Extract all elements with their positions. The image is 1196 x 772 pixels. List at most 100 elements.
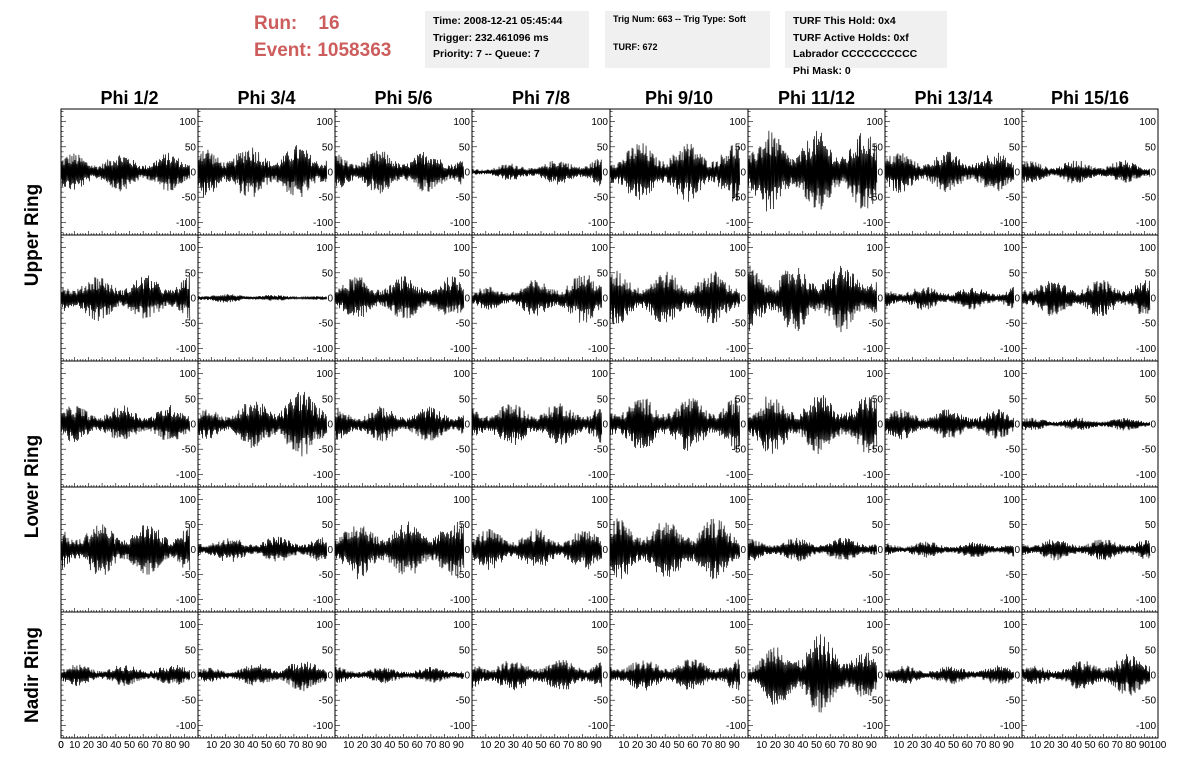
y-tick-label: 50 bbox=[872, 268, 884, 279]
x-tick-label: 20 bbox=[83, 740, 95, 751]
y-tick-label: 50 bbox=[185, 645, 197, 656]
x-tick-label: 30 bbox=[1057, 740, 1069, 751]
waveform-trace bbox=[60, 275, 191, 322]
y-tick-label: -50 bbox=[182, 570, 197, 581]
waveform-trace bbox=[334, 276, 465, 319]
x-tick-label: 70 bbox=[975, 740, 987, 751]
y-tick-label: -50 bbox=[1142, 445, 1157, 456]
waveform-trace bbox=[747, 130, 878, 212]
y-tick-label: 100 bbox=[729, 117, 746, 128]
y-tick-label: 50 bbox=[872, 645, 884, 656]
column-header: Phi 15/16 bbox=[1051, 88, 1129, 108]
waveform-panel: -100 -50 0 50 100 bbox=[1021, 486, 1159, 613]
y-tick-label: 100 bbox=[866, 369, 883, 380]
x-tick-label: 90 bbox=[179, 740, 191, 751]
waveform-panel: -100 -50 0 50 100 bbox=[197, 360, 336, 488]
waveform-panel: -100 -50 0 50 100 bbox=[197, 486, 336, 613]
y-tick-label: 0 bbox=[602, 168, 608, 179]
y-tick-label: 100 bbox=[316, 117, 333, 128]
y-tick-label: -50 bbox=[1006, 445, 1021, 456]
x-tick-label: 60 bbox=[138, 740, 150, 751]
waveform-trace bbox=[747, 634, 878, 713]
waveform-trace bbox=[609, 659, 741, 691]
y-tick-label: -50 bbox=[1142, 696, 1157, 707]
y-tick-label: 0 bbox=[190, 294, 196, 305]
y-tick-label: 0 bbox=[1150, 294, 1156, 305]
y-tick-label: 100 bbox=[1139, 243, 1156, 254]
y-tick-label: 100 bbox=[729, 369, 746, 380]
waveform-panel: -100 -50 0 50 100 bbox=[60, 360, 199, 488]
y-tick-label: -100 bbox=[450, 721, 470, 732]
y-tick-label: 0 bbox=[740, 420, 746, 431]
y-tick-label: -100 bbox=[1136, 470, 1156, 481]
y-tick-label: 100 bbox=[453, 495, 470, 506]
column-header: Phi 13/14 bbox=[914, 88, 992, 108]
y-tick-label: 100 bbox=[866, 620, 883, 631]
x-tick-label: 0 bbox=[58, 740, 64, 751]
y-tick-label: 0 bbox=[1150, 168, 1156, 179]
y-tick-label: 0 bbox=[740, 671, 746, 682]
y-tick-label: 0 bbox=[1014, 671, 1020, 682]
y-tick-label: 50 bbox=[597, 268, 609, 279]
y-tick-label: 100 bbox=[1139, 495, 1156, 506]
waveform-trace bbox=[747, 537, 878, 562]
y-tick-label: -100 bbox=[863, 470, 883, 481]
y-tick-label: -50 bbox=[456, 193, 471, 204]
waveform-trace bbox=[884, 286, 1015, 310]
trigger-info-box: Trig Num: 663 -- Trig Type: Soft TURF: 6… bbox=[605, 11, 770, 68]
y-tick-label: 0 bbox=[190, 671, 196, 682]
x-tick-label: 80 bbox=[715, 740, 727, 751]
y-tick-label: 50 bbox=[1145, 645, 1157, 656]
y-tick-label: 0 bbox=[327, 168, 333, 179]
y-tick-label: -50 bbox=[319, 193, 334, 204]
waveform-trace bbox=[884, 665, 1015, 685]
y-tick-label: 100 bbox=[316, 369, 333, 380]
y-tick-label: -100 bbox=[313, 218, 333, 229]
x-tick-label: 40 bbox=[110, 740, 122, 751]
y-tick-label: -100 bbox=[1000, 470, 1020, 481]
column-header: Phi 3/4 bbox=[237, 88, 295, 108]
waveform-panel: -100 -50 0 50 100 bbox=[1021, 360, 1159, 488]
x-tick-label: 80 bbox=[1125, 740, 1137, 751]
y-tick-label: -100 bbox=[450, 595, 470, 606]
x-tick-label: 70 bbox=[838, 740, 850, 751]
x-tick-label: 80 bbox=[439, 740, 451, 751]
column-header: Phi 9/10 bbox=[645, 88, 713, 108]
y-tick-label: -50 bbox=[319, 696, 334, 707]
y-tick-label: 100 bbox=[729, 620, 746, 631]
x-tick-label: 0 bbox=[58, 740, 64, 751]
waveform-trace bbox=[609, 397, 741, 452]
ring-label: Upper Ring bbox=[22, 184, 43, 286]
x-tick-label: 10 bbox=[618, 740, 630, 751]
waveform-panel: -100 -50 0 50 100 bbox=[471, 108, 611, 236]
x-tick-label: 20 bbox=[907, 740, 919, 751]
x-tick-label: 50 bbox=[398, 740, 410, 751]
y-tick-label: -50 bbox=[1006, 193, 1021, 204]
y-tick-label: 50 bbox=[185, 142, 197, 153]
y-tick-label: -100 bbox=[726, 470, 746, 481]
x-tick-label: 40 bbox=[797, 740, 809, 751]
y-tick-label: 0 bbox=[464, 671, 470, 682]
y-tick-label: 0 bbox=[877, 545, 883, 556]
waveform-panel: -100 -50 0 50 100 bbox=[609, 486, 749, 613]
y-tick-label: 100 bbox=[1003, 369, 1020, 380]
x-tick-label: 50 bbox=[535, 740, 547, 751]
y-tick-label: -50 bbox=[1006, 696, 1021, 707]
y-tick-label: 50 bbox=[735, 520, 747, 531]
y-tick-label: -100 bbox=[1000, 218, 1020, 229]
column-header: Phi 5/6 bbox=[374, 88, 432, 108]
y-tick-label: 100 bbox=[591, 369, 608, 380]
y-tick-label: -100 bbox=[176, 344, 196, 355]
x-tick-label: 20 bbox=[494, 740, 506, 751]
y-tick-label: -50 bbox=[732, 319, 747, 330]
priority-text: Priority: 7 -- Queue: 7 bbox=[433, 48, 540, 60]
y-tick-label: -50 bbox=[182, 445, 197, 456]
x-tick-label: 90 bbox=[729, 740, 741, 751]
waveform-panel: -100 -50 0 50 100 bbox=[334, 486, 473, 613]
x-tick-label: 10 bbox=[1030, 740, 1042, 751]
y-tick-label: 50 bbox=[322, 268, 334, 279]
y-tick-label: 100 bbox=[1003, 495, 1020, 506]
y-tick-label: 100 bbox=[1139, 620, 1156, 631]
waveform-trace bbox=[609, 518, 741, 580]
column-header: Phi 11/12 bbox=[778, 88, 855, 108]
